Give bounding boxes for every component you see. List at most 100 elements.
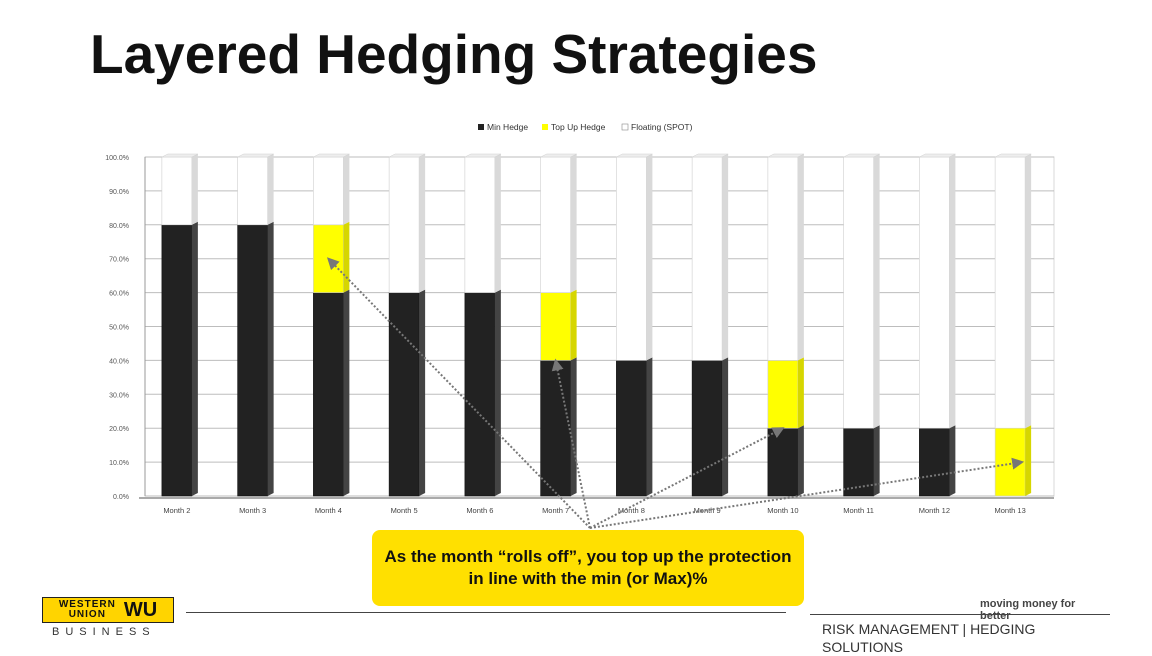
callout-arrow <box>589 427 785 529</box>
y-tick-label: 50.0% <box>109 325 129 332</box>
y-tick-label: 60.0% <box>109 291 129 298</box>
bar-segment <box>313 292 344 497</box>
footer-divider-right <box>810 614 1110 615</box>
bar-segment <box>616 360 647 497</box>
bar-top <box>616 153 653 158</box>
bar-segment <box>691 156 723 361</box>
bar-top <box>237 153 274 158</box>
bar-side <box>797 154 804 361</box>
y-tick-label: 80.0% <box>109 223 129 230</box>
bar-segment <box>313 156 344 226</box>
bar-top <box>313 153 350 158</box>
bar-top <box>161 153 198 158</box>
bar-segment <box>540 156 571 293</box>
section-label: RISK MANAGEMENT | HEDGING SOLUTIONS <box>822 621 1036 655</box>
y-tick-label: 20.0% <box>109 426 129 433</box>
bar-segment <box>237 156 268 226</box>
bar-top <box>843 153 880 158</box>
y-tick-label: 40.0% <box>109 358 129 365</box>
bar-segment <box>994 427 1026 497</box>
y-tick-label: 100.0% <box>105 155 129 162</box>
x-tick-label: Month 7 <box>542 506 569 515</box>
legend-swatch <box>621 123 629 131</box>
bar-segment <box>161 156 193 226</box>
x-tick-label: Month 11 <box>843 506 874 515</box>
bar-top <box>692 153 729 158</box>
x-tick-label: Month 6 <box>466 506 493 515</box>
bar-side <box>267 221 274 497</box>
bar-side <box>646 154 653 361</box>
bar-side <box>873 154 880 429</box>
x-tick-label: Month 4 <box>315 506 342 515</box>
bar-segment <box>388 156 420 293</box>
legend-label: Top Up Hedge <box>551 122 606 132</box>
y-tick-label: 10.0% <box>109 460 129 467</box>
bar-segment <box>767 360 799 429</box>
bar-segment <box>616 156 647 361</box>
bar-top <box>389 153 426 158</box>
logo-mark: WU <box>123 598 158 621</box>
bar-side <box>191 154 198 225</box>
bar-top <box>464 153 501 158</box>
bar-segment <box>691 360 723 497</box>
bar-side <box>191 221 198 497</box>
x-tick-label: Month 2 <box>163 506 190 515</box>
y-tick-label: 0.0% <box>113 494 129 501</box>
x-tick-label: Month 10 <box>767 506 798 515</box>
bar-side <box>343 289 350 496</box>
y-tick-label: 90.0% <box>109 189 129 196</box>
bar-segment <box>464 156 496 293</box>
bar-side <box>419 154 426 293</box>
bar-side <box>722 154 729 361</box>
bar-side <box>949 425 956 496</box>
bar-side <box>494 154 501 293</box>
bar-side <box>646 357 653 496</box>
callout-arrow <box>326 257 591 529</box>
bar-segment <box>388 292 420 497</box>
bar-top <box>919 153 956 158</box>
bar-segment <box>464 292 496 497</box>
legend-swatch <box>542 124 548 130</box>
bar-side <box>570 154 577 293</box>
bar-top <box>995 153 1032 158</box>
bar-side <box>343 221 350 293</box>
bar-side <box>797 357 804 429</box>
x-tick-label: Month 5 <box>391 506 418 515</box>
bar-segment <box>540 292 571 361</box>
y-tick-label: 70.0% <box>109 257 129 264</box>
x-tick-label: Month 12 <box>919 506 950 515</box>
x-tick-label: Month 8 <box>618 506 645 515</box>
logo-subtitle: BUSINESS <box>52 626 156 638</box>
bar-segment <box>767 156 799 361</box>
y-tick-label: 30.0% <box>109 392 129 399</box>
bar-side <box>494 289 501 496</box>
bar-side <box>1025 425 1032 496</box>
bar-segment <box>843 427 874 497</box>
bar-segment <box>994 156 1026 429</box>
bar-segment <box>843 156 874 429</box>
legend-swatch <box>478 124 484 130</box>
logo-line-2: UNION <box>68 609 106 620</box>
logo-line-1: WESTERN <box>58 599 116 610</box>
bar-segment <box>919 156 950 429</box>
callout-arrow <box>551 358 591 529</box>
x-tick-label: Month 13 <box>994 506 1025 515</box>
legend-label: Floating (SPOT) <box>631 122 693 132</box>
bar-side <box>267 154 274 225</box>
bar-side <box>1025 154 1032 429</box>
bar-side <box>419 289 426 496</box>
x-tick-label: Month 9 <box>694 506 721 515</box>
bar-side <box>570 357 577 496</box>
logo-wordmark: WESTERN UNION <box>59 600 116 620</box>
bar-side <box>949 154 956 429</box>
legend-label: Min Hedge <box>487 122 528 132</box>
callout-arrow <box>589 457 1025 529</box>
bar-side <box>873 425 880 496</box>
footer-divider-left <box>186 612 786 613</box>
bar-segment <box>767 427 799 497</box>
bar-side <box>797 425 804 496</box>
bar-segment <box>237 224 268 497</box>
bar-side <box>343 154 350 225</box>
bar-segment <box>540 360 571 497</box>
